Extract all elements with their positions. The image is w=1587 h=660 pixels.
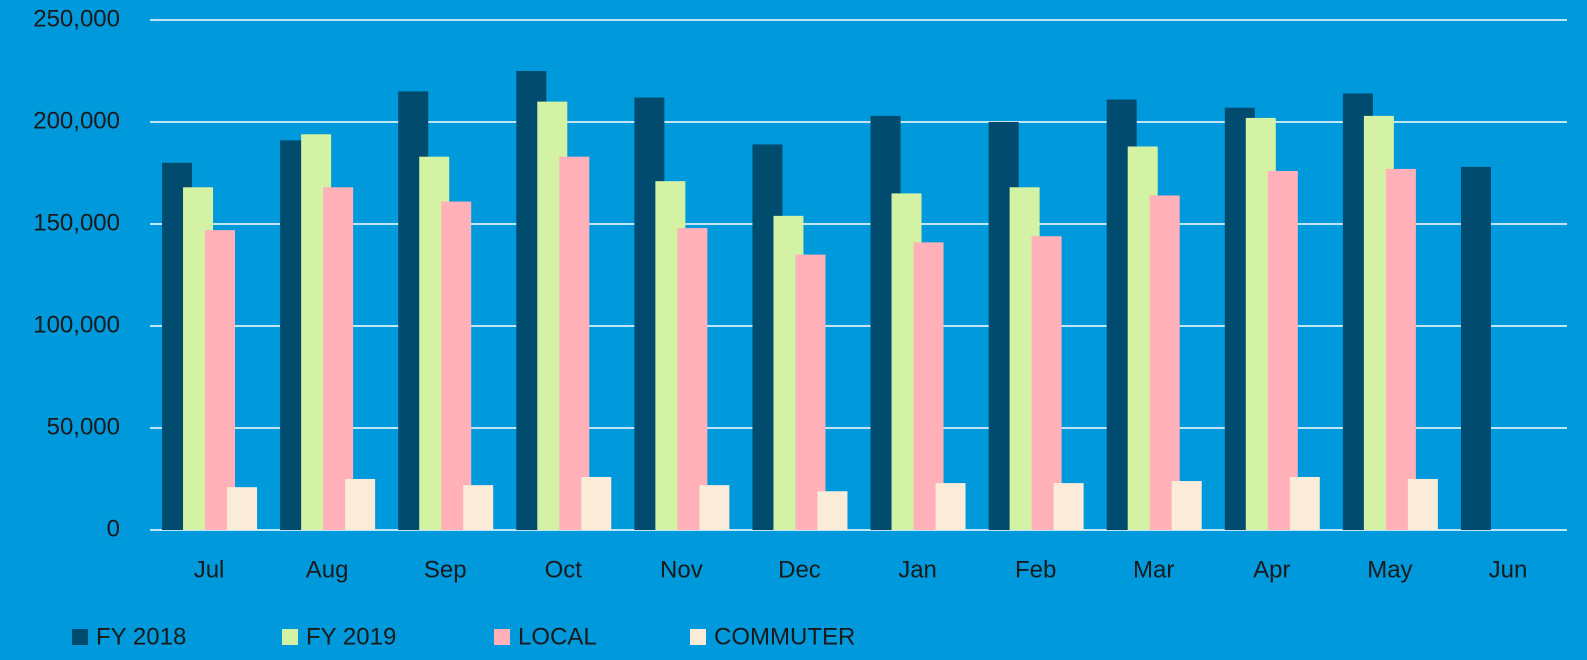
y-tick-label: 200,000 (33, 107, 120, 134)
bar (441, 201, 472, 530)
legend-swatch (690, 629, 706, 645)
bar (1031, 236, 1062, 531)
bar (1149, 195, 1180, 530)
x-tick-label: Jun (1489, 556, 1528, 583)
y-tick-label: 100,000 (33, 311, 120, 338)
bar (1289, 476, 1320, 530)
x-tick-label: Nov (660, 556, 703, 583)
x-tick-label: Aug (306, 556, 349, 583)
bar (795, 254, 826, 530)
bar (1267, 170, 1298, 530)
x-tick-label: Dec (778, 556, 821, 583)
bar (559, 156, 590, 530)
x-tick-label: Jul (194, 556, 225, 583)
bar (913, 242, 944, 531)
legend-label: LOCAL (518, 623, 597, 650)
bar (227, 487, 258, 530)
bar (817, 491, 848, 530)
x-tick-label: Oct (545, 556, 583, 583)
bar (323, 187, 354, 530)
x-tick-label: May (1367, 556, 1412, 583)
x-tick-label: Jan (898, 556, 937, 583)
bar (1053, 483, 1084, 530)
bar (345, 479, 376, 530)
y-tick-label: 0 (107, 515, 120, 542)
bar (677, 228, 708, 530)
bar (1385, 168, 1416, 531)
x-tick-label: Apr (1253, 556, 1290, 583)
bar (1171, 481, 1202, 530)
bar (699, 485, 730, 530)
legend-swatch (494, 629, 510, 645)
bar (1407, 479, 1438, 530)
bar (1460, 166, 1491, 530)
y-tick-label: 250,000 (33, 5, 120, 32)
y-tick-label: 150,000 (33, 209, 120, 236)
x-tick-label: Sep (424, 556, 467, 583)
bar (935, 483, 966, 530)
x-tick-label: Feb (1015, 556, 1056, 583)
legend-swatch (72, 629, 88, 645)
y-tick-label: 50,000 (47, 413, 120, 440)
legend-label: FY 2018 (96, 623, 186, 650)
x-tick-label: Mar (1133, 556, 1174, 583)
bar (463, 485, 494, 530)
bar (581, 476, 612, 530)
legend-label: COMMUTER (714, 623, 855, 650)
legend-swatch (282, 629, 298, 645)
bar (205, 230, 236, 530)
legend-label: FY 2019 (306, 623, 396, 650)
